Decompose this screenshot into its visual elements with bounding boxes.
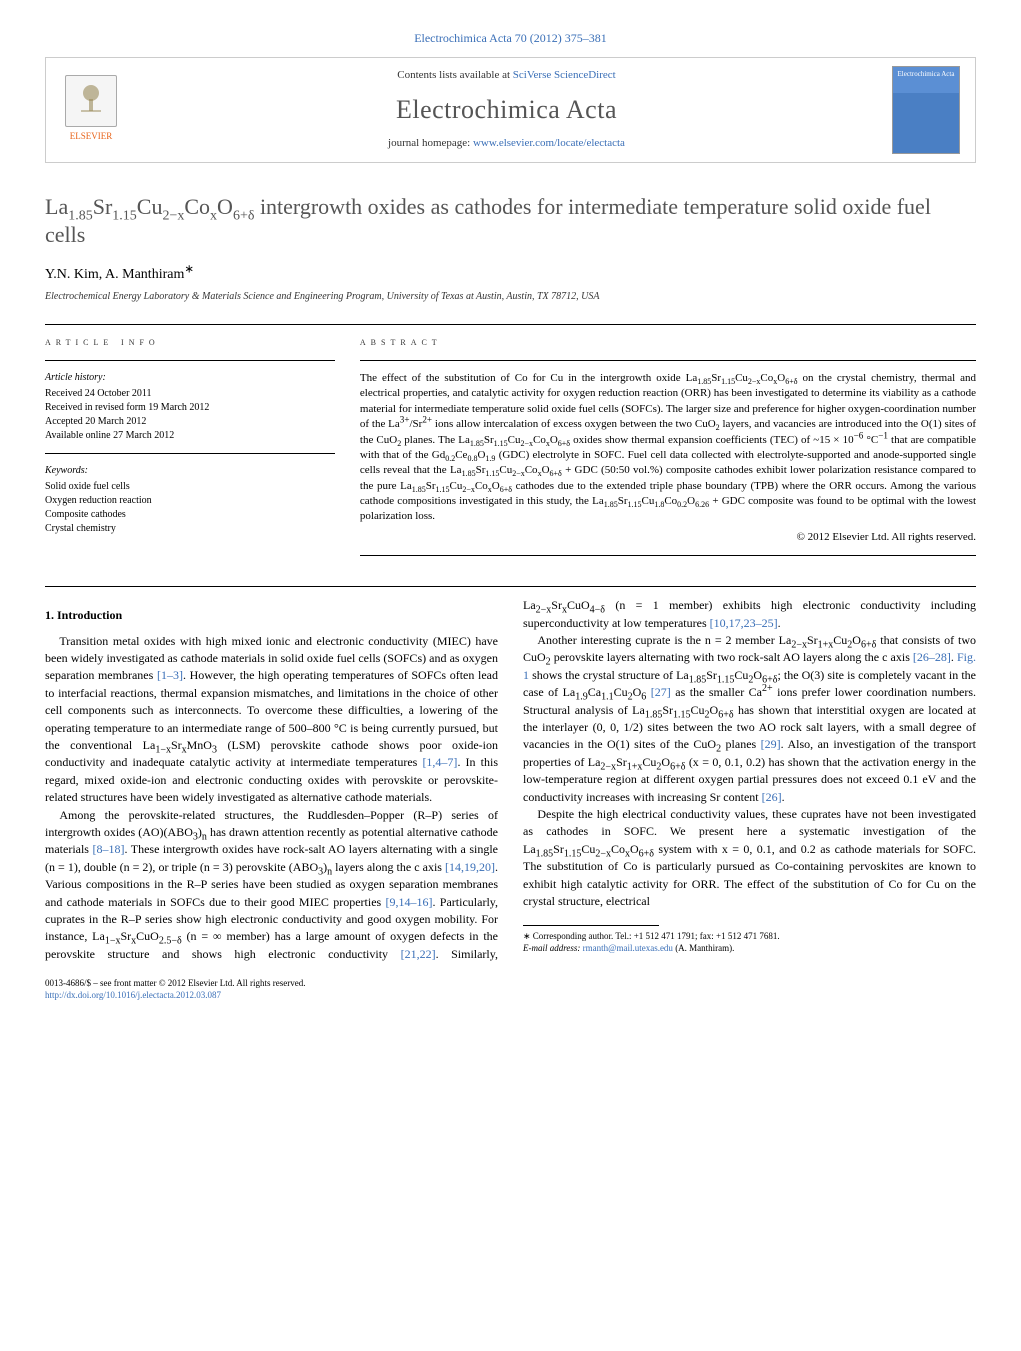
keywords-head: Keywords: <box>45 464 335 478</box>
keyword: Crystal chemistry <box>45 522 335 536</box>
divider <box>45 586 976 587</box>
keyword: Composite cathodes <box>45 508 335 522</box>
journal-header: ELSEVIER Contents lists available at Sci… <box>45 57 976 163</box>
section-title-intro: 1. Introduction <box>45 607 498 624</box>
divider <box>45 324 976 325</box>
history-line: Available online 27 March 2012 <box>45 429 335 443</box>
copyright: © 2012 Elsevier Ltd. All rights reserved… <box>360 530 976 545</box>
keyword: Oxygen reduction reaction <box>45 494 335 508</box>
article-info-block: ARTICLE INFO Article history: Received 2… <box>45 335 335 567</box>
doi-link[interactable]: http://dx.doi.org/10.1016/j.electacta.20… <box>45 990 221 1000</box>
divider <box>45 453 335 454</box>
email-suffix: (A. Manthiram). <box>673 943 734 953</box>
body-paragraph: Another interesting cuprate is the n = 2… <box>523 632 976 806</box>
journal-name: Electrochimica Acta <box>136 92 877 128</box>
body-columns: 1. Introduction Transition metal oxides … <box>45 597 976 963</box>
divider <box>360 360 976 361</box>
elsevier-logo: ELSEVIER <box>61 75 121 145</box>
article-title: La1.85Sr1.15Cu2−xCoxO6+δ intergrowth oxi… <box>45 193 976 250</box>
contents-text: Contents lists available at <box>397 69 512 81</box>
divider <box>360 555 976 556</box>
journal-cover-thumbnail: Electrochimica Acta <box>892 66 960 154</box>
history-line: Received in revised form 19 March 2012 <box>45 401 335 415</box>
email-label: E-mail address: <box>523 943 583 953</box>
corresponding-author: ∗ Corresponding author. Tel.: +1 512 471… <box>523 931 976 943</box>
body-paragraph: Despite the high electrical conductivity… <box>523 806 976 910</box>
abstract-head: ABSTRACT <box>360 335 976 350</box>
history-line: Received 24 October 2011 <box>45 387 335 401</box>
history-head: Article history: <box>45 371 335 385</box>
issn-line: 0013-4686/$ – see front matter © 2012 El… <box>45 978 976 990</box>
elsevier-label: ELSEVIER <box>70 130 113 143</box>
divider <box>45 360 335 361</box>
homepage-line: journal homepage: www.elsevier.com/locat… <box>136 136 877 151</box>
header-center: Contents lists available at SciVerse Sci… <box>136 68 877 151</box>
contents-line: Contents lists available at SciVerse Sci… <box>136 68 877 83</box>
footnote-separator <box>523 925 659 926</box>
history-line: Accepted 20 March 2012 <box>45 415 335 429</box>
footnote: ∗ Corresponding author. Tel.: +1 512 471… <box>523 931 976 954</box>
elsevier-tree-icon <box>65 75 117 127</box>
sciencedirect-link[interactable]: SciVerse ScienceDirect <box>513 69 616 81</box>
authors: Y.N. Kim, A. Manthiram∗ <box>45 265 976 285</box>
abstract-text: The effect of the substitution of Co for… <box>360 371 976 525</box>
keyword: Solid oxide fuel cells <box>45 480 335 494</box>
page-footer: 0013-4686/$ – see front matter © 2012 El… <box>45 978 976 1001</box>
journal-citation[interactable]: Electrochimica Acta 70 (2012) 375–381 <box>45 30 976 47</box>
abstract-block: ABSTRACT The effect of the substitution … <box>360 335 976 567</box>
homepage-text: journal homepage: <box>388 137 473 149</box>
body-paragraph: Transition metal oxides with high mixed … <box>45 633 498 807</box>
homepage-link[interactable]: www.elsevier.com/locate/electacta <box>473 137 625 149</box>
affiliation: Electrochemical Energy Laboratory & Mate… <box>45 290 976 304</box>
article-info-head: ARTICLE INFO <box>45 335 335 350</box>
email-link[interactable]: rmanth@mail.utexas.edu <box>583 943 673 953</box>
